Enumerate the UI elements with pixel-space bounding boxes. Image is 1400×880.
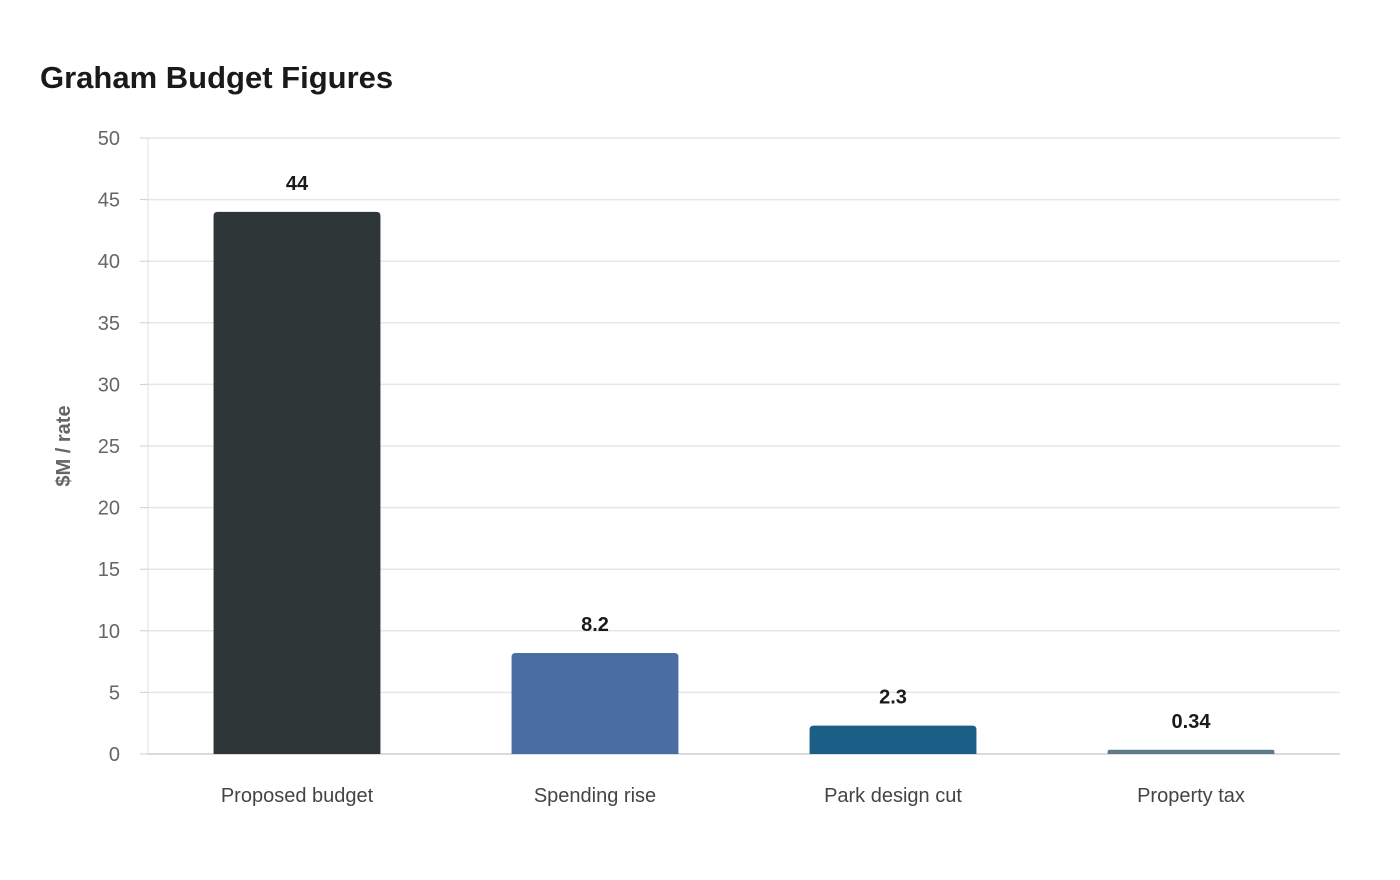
data-label: 44 [286,173,309,195]
y-tick-label: 50 [98,128,120,150]
bar-proposed-budget [213,211,381,755]
category-label: Park design cut [824,785,962,807]
y-axis-title: $M / rate [53,405,75,486]
y-tick-label: 35 [98,313,120,335]
bar-property-tax [1107,749,1275,754]
data-label: 2.3 [879,687,907,709]
y-tick-label: 30 [98,374,120,396]
bars [213,211,1275,755]
category-label: Spending rise [534,785,656,807]
data-label: 8.2 [581,614,609,636]
category-label: Proposed budget [221,785,374,807]
y-tick-label: 15 [98,559,120,581]
bar-park-design-cut [809,725,977,754]
data-label: 0.34 [1172,711,1212,733]
y-tick-label: 5 [109,682,120,704]
category-label: Property tax [1137,785,1245,807]
bar-spending-rise [511,652,679,754]
y-tick-label: 0 [109,744,120,766]
y-tick-label: 40 [98,251,120,273]
y-tick-label: 45 [98,190,120,212]
category-labels: Proposed budget Spending rise Park design … [221,785,1245,807]
y-tick-label: 20 [98,498,120,520]
chart-title: Graham Budget Figures [40,60,394,95]
y-tick-label: 10 [98,621,120,643]
y-tick-label: 25 [98,436,120,458]
y-tick-labels: 0 5 10 15 20 25 30 35 40 45 50 [98,128,148,766]
data-labels: 44 8.2 2.3 0.34 [286,173,1211,733]
